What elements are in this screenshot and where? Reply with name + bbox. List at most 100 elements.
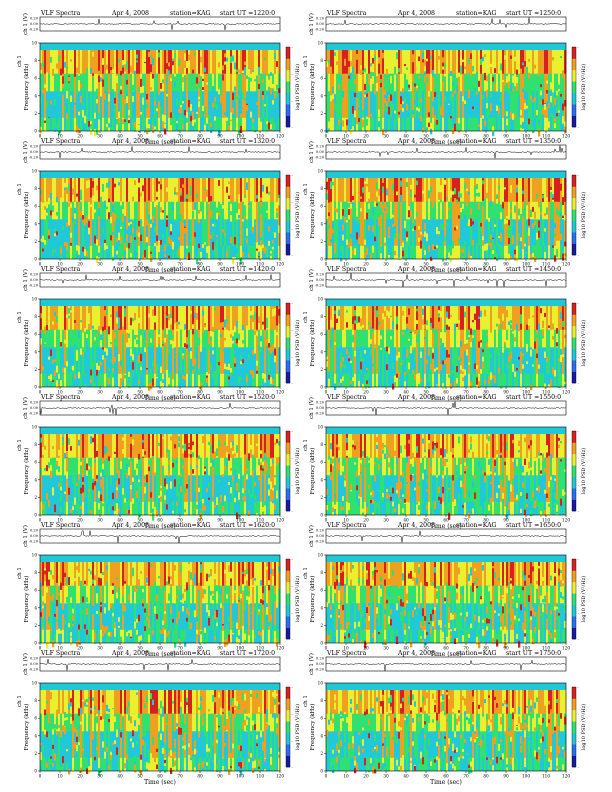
spectrogram-cell: [404, 362, 407, 368]
spectrogram-cell: [364, 68, 367, 73]
spectrogram-cell: [170, 239, 173, 247]
spectrogram-cell: [258, 73, 261, 92]
spectrogram-cell: [224, 73, 227, 92]
spectrogram-cell: [152, 201, 155, 220]
spectrogram-cell: [168, 50, 171, 74]
spectrogram-cell: [454, 50, 457, 74]
spectrogram-cell: [380, 82, 383, 88]
spectrogram-cell: [176, 218, 179, 222]
spectrogram-cell: [406, 73, 409, 92]
spectrogram-cell: [130, 329, 133, 348]
spectrogram-cell: [426, 329, 429, 348]
spectrogram-cell: [500, 204, 503, 213]
spectrogram-cell: [206, 201, 209, 220]
spectrogram-cell: [164, 128, 167, 135]
spectrogram-cell: [40, 91, 43, 118]
spectrogram-cell: [90, 378, 93, 384]
spectrogram-cell: [448, 73, 451, 92]
spectrogram-cell: [134, 91, 137, 118]
spectrogram-cell: [338, 245, 341, 259]
spectrogram-cell: [340, 201, 343, 220]
spectrogram-cell: [256, 331, 259, 336]
spectrogram-cell: [382, 329, 385, 348]
spectrogram-cell: [358, 245, 361, 259]
spectrogram-cell: [440, 363, 443, 371]
spectrogram-cell: [252, 218, 255, 225]
spectrogram-cell: [378, 373, 381, 387]
spectrogram-cell: [396, 373, 399, 387]
spectrogram-cell: [248, 117, 251, 131]
spectrogram-cell: [414, 347, 417, 374]
spectrogram-cell: [228, 91, 231, 118]
spectrogram-cell: [418, 219, 421, 246]
spectrogram-cell: [278, 50, 281, 74]
spectrogram-cell: [56, 380, 59, 388]
spectrogram-cell: [204, 50, 207, 74]
spectrogram-cell: [394, 66, 397, 75]
spectrogram-cell: [446, 347, 449, 374]
spectrogram-cell: [502, 107, 505, 111]
spectrogram-cell: [208, 334, 211, 339]
spectrogram-cell: [474, 190, 477, 193]
spectrogram-cell: [192, 245, 195, 259]
spectrogram-cell: [170, 78, 173, 82]
spectrogram-cell: [150, 306, 153, 330]
spectrogram-cell: [264, 178, 267, 202]
spectrogram-cell: [64, 75, 67, 80]
colorbar-segment: [572, 81, 576, 94]
spectrogram-cell: [164, 194, 167, 203]
spectrogram-cell: [402, 250, 405, 257]
spectrogram-cell: [400, 178, 403, 202]
spectrogram-cell: [224, 198, 227, 206]
spectrogram-cell: [328, 347, 331, 374]
spectrogram-cell: [494, 219, 497, 246]
spectrogram-panel-6: VLF Spectra Apr 4, 2008 station=KAG start U…: [303, 266, 587, 402]
spectrogram-cell: [126, 229, 129, 235]
spectrogram-cell: [342, 120, 345, 127]
spectrogram-cell: [386, 219, 389, 246]
spectrogram-cell: [438, 117, 441, 131]
spectrogram-cell: [270, 255, 273, 260]
spectrogram-cell: [392, 245, 395, 259]
spectrogram-cell: [442, 373, 445, 387]
spectrogram-cell: [452, 178, 455, 202]
panel-title: VLF Spectra: [40, 138, 81, 145]
spectrogram-cell: [74, 218, 77, 225]
spectrogram-cell: [348, 91, 351, 118]
spectrogram-cell: [186, 91, 189, 118]
spectrogram-cell: [558, 112, 561, 118]
spectrogram-cell: [126, 245, 129, 259]
spectrogram-cell: [468, 117, 471, 131]
spectrogram-cell: [276, 208, 279, 212]
spectrogram-cell: [532, 119, 535, 127]
spectrogram-cell: [220, 306, 223, 330]
y-tick-label: 8: [34, 58, 37, 63]
spectrogram-cell: [278, 245, 281, 259]
spectrogram-cell: [108, 94, 111, 102]
spectrogram-cell: [412, 369, 415, 375]
spectrogram-cell: [554, 178, 557, 202]
spectrogram-cell: [378, 347, 381, 374]
spectrogram-cell: [438, 59, 441, 68]
spectrogram-cell: [150, 178, 153, 202]
spectrogram-cell: [470, 117, 473, 131]
spectrogram-cell: [440, 245, 443, 259]
spectrogram-cell: [452, 191, 455, 195]
spectrogram-cell: [178, 236, 181, 240]
spectrogram-cell: [512, 88, 515, 92]
spectrogram-cell: [390, 79, 393, 84]
spectrogram-cell: [240, 178, 243, 202]
spectrogram-cell: [150, 373, 153, 387]
spectrogram-cell: [334, 73, 337, 92]
spectrogram-cell: [402, 73, 405, 92]
spectrogram-cell: [248, 353, 251, 359]
spectrogram-cell: [534, 220, 537, 225]
spectrogram-cell: [564, 245, 567, 259]
spectrogram-cell: [276, 329, 279, 348]
spectrogram-cell: [550, 91, 553, 118]
spectrogram-cell: [212, 306, 215, 330]
spectrogram-cell: [84, 376, 87, 384]
spectrogram-cell: [48, 373, 51, 387]
spectrogram-cell: [368, 306, 371, 330]
spectrogram-cell: [452, 219, 455, 246]
